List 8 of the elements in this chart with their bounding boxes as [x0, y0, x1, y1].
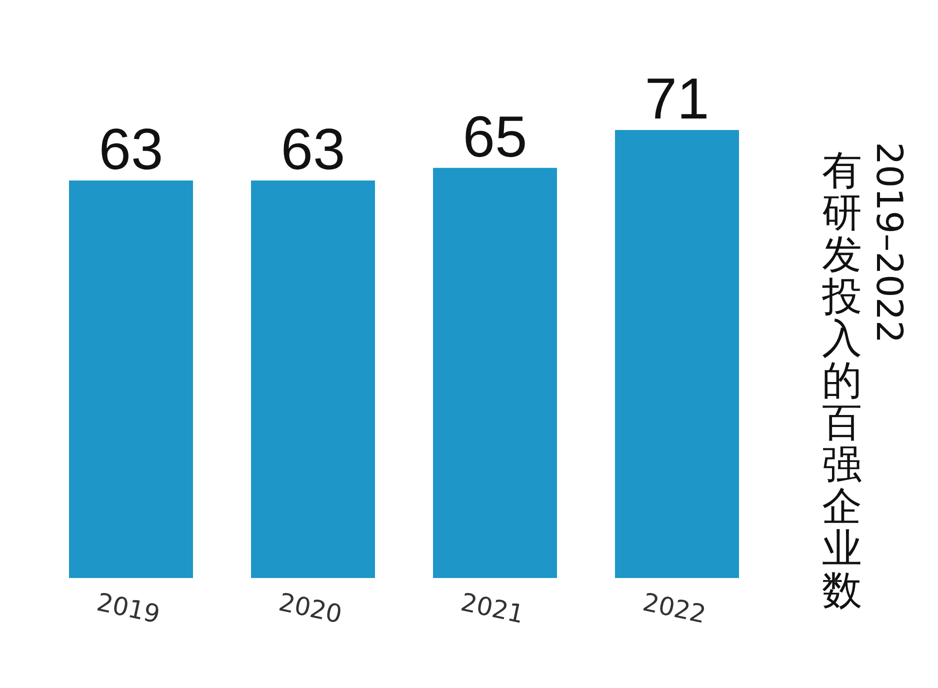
data-label: 71: [644, 66, 710, 132]
data-label: 63: [280, 116, 346, 182]
x-tick-label: 2021: [458, 587, 527, 630]
x-tick-label: 2019: [94, 587, 163, 630]
x-tick-label: 2022: [640, 587, 709, 630]
x-tick-label: 2020: [276, 587, 345, 630]
data-label: 63: [98, 116, 164, 182]
data-label: 65: [462, 104, 528, 170]
